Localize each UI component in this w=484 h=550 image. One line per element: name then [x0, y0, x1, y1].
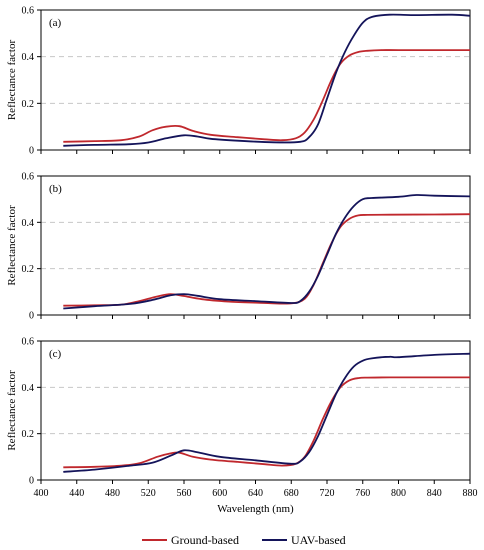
- y-tick-label: 0.4: [22, 383, 35, 394]
- x-tick-label: 680: [284, 488, 299, 499]
- legend: Ground-based UAV-based: [142, 533, 346, 547]
- chart-panel-2: 0 0.2 0.4 0.6 (b) Reflectance factor: [6, 172, 471, 322]
- y-tick-label: 0: [29, 146, 34, 157]
- chart-panel-3: 0 0.2 0.4 0.6 400 440 480 520 560 600 640 680 720 760…: [6, 337, 478, 516]
- series-line-uav: [63, 194, 471, 310]
- x-tick-label: 840: [427, 488, 442, 499]
- y-tick-label: 0.4: [22, 52, 35, 63]
- chart-panel-1: 0 0.2 0.4 0.6 (a) Reflectance factor: [6, 6, 471, 157]
- x-tick-label: 800: [391, 488, 406, 499]
- x-axis-label: Wavelength (nm): [217, 503, 294, 515]
- x-tick-label: 520: [141, 488, 156, 499]
- y-tick-label: 0.2: [22, 99, 35, 110]
- panel-label: (c): [49, 348, 62, 360]
- x-tick-label: 440: [69, 488, 84, 499]
- y-axis-label: Reflectance factor: [6, 370, 18, 451]
- panel-label: (b): [49, 183, 62, 195]
- x-tick-label: 640: [248, 488, 263, 499]
- legend-uav-label: UAV-based: [291, 533, 346, 547]
- y-tick-label: 0.6: [22, 172, 35, 183]
- y-tick-label: 0.2: [22, 264, 35, 275]
- x-tick-label: 720: [320, 488, 335, 499]
- y-tick-label: 0.6: [22, 6, 35, 17]
- legend-ground-label: Ground-based: [171, 533, 239, 547]
- panel-label: (a): [49, 17, 62, 29]
- x-tick-label: 600: [212, 488, 227, 499]
- series-line-ground: [63, 49, 470, 143]
- series-line-ground: [63, 376, 470, 469]
- y-tick-label: 0: [29, 476, 34, 487]
- plot-frame: [40, 340, 471, 481]
- y-tick-label: 0.6: [22, 337, 35, 348]
- x-tick-label: 880: [463, 488, 478, 499]
- y-tick-label: 0.2: [22, 429, 35, 440]
- plot-frame: [40, 9, 471, 151]
- y-axis-label: Reflectance factor: [6, 40, 18, 121]
- series-line-uav: [63, 13, 471, 147]
- series-line-uav: [63, 352, 471, 473]
- series-line-ground: [63, 213, 471, 307]
- x-tick-label: 480: [105, 488, 120, 499]
- y-tick-label: 0: [29, 311, 34, 322]
- y-tick-label: 0.4: [22, 218, 35, 229]
- x-tick-label: 400: [34, 488, 49, 499]
- y-axis-label: Reflectance factor: [6, 205, 18, 286]
- x-tick-label: 560: [177, 488, 192, 499]
- x-tick-label: 760: [355, 488, 370, 499]
